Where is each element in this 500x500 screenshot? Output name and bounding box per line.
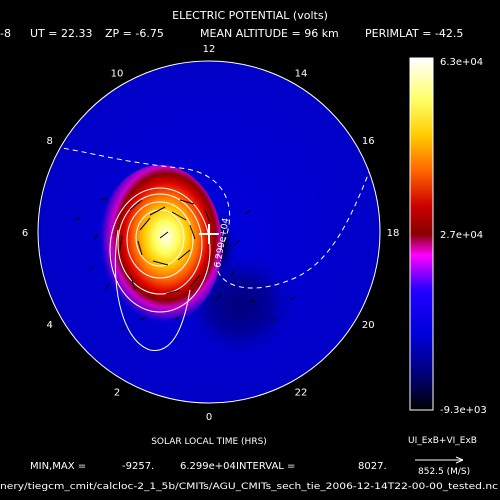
max-value: 6.299e+04 — [180, 461, 236, 472]
min-value: -9257. — [122, 461, 154, 472]
vector-legend-value: 852.5 (M/S) — [418, 467, 470, 477]
file-path: nery/tiegcm_cmit/calcloc-2_1_5b/CMITs/AG… — [0, 482, 498, 492]
header-prefix: -8 — [0, 27, 11, 40]
local-time-label-22: 22 — [295, 387, 308, 398]
local-time-label-10: 10 — [111, 69, 124, 80]
minmax-label: MIN,MAX = — [30, 461, 86, 472]
local-time-label-0: 0 — [206, 412, 212, 423]
axis-label: SOLAR LOCAL TIME (HRS) — [151, 437, 267, 447]
local-time-label-6: 6 — [22, 228, 28, 239]
colorbar — [409, 57, 434, 411]
local-time-label-18: 18 — [387, 228, 400, 239]
colorbar-mid-label: 2.7e+04 — [440, 230, 483, 241]
header-ut: UT = 22.33 — [30, 27, 92, 40]
local-time-label-20: 20 — [362, 320, 375, 331]
interval-value: 8027. — [358, 461, 387, 472]
positive-cell — [98, 165, 222, 325]
local-time-label-16: 16 — [362, 136, 375, 147]
colorbar-min-label: -9.3e+03 — [440, 405, 487, 416]
colorbar-max-label: 6.3e+04 — [440, 57, 483, 68]
plot-title: ELECTRIC POTENTIAL (volts) — [172, 9, 328, 22]
vector-legend-label: UI_ExB+VI_ExB — [408, 436, 477, 446]
local-time-label-14: 14 — [295, 69, 308, 80]
vector-legend-arrow — [415, 456, 464, 464]
polar-disc: 6.299e+04 — [38, 61, 380, 403]
header-perimlat: PERIMLAT = -42.5 — [365, 27, 463, 40]
subsolar-marker — [199, 224, 219, 244]
interval-label: INTERVAL = — [236, 461, 295, 472]
header-zp: ZP = -6.75 — [105, 27, 164, 40]
local-time-label-2: 2 — [114, 387, 120, 398]
local-time-label-12: 12 — [203, 44, 216, 55]
header-mean-altitude: MEAN ALTITUDE = 96 km — [200, 27, 339, 40]
local-time-labels: 12 14 16 18 20 22 0 2 4 6 8 10 — [22, 44, 400, 423]
local-time-label-4: 4 — [47, 320, 53, 331]
local-time-label-8: 8 — [47, 136, 53, 147]
